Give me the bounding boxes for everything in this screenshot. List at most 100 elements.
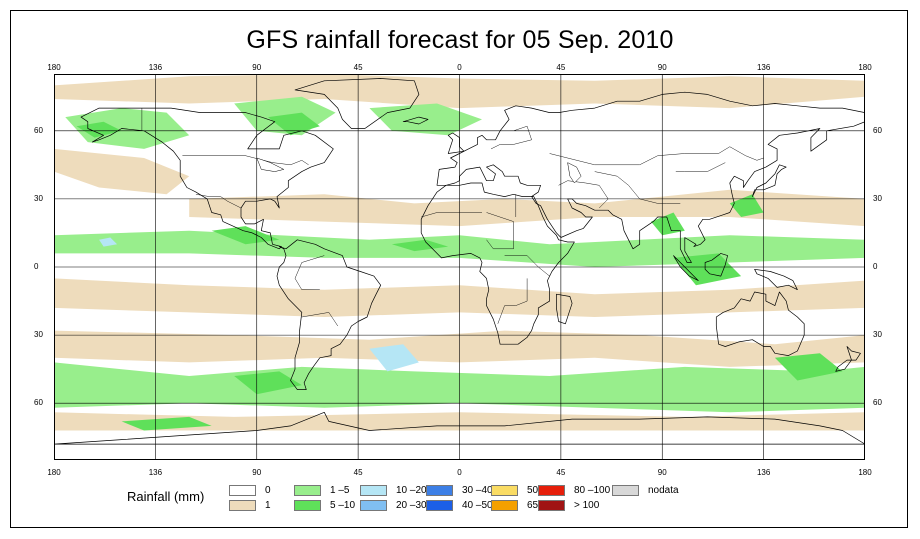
legend-item: 80 –100 bbox=[538, 485, 610, 496]
legend-swatch bbox=[229, 485, 256, 496]
border-4 bbox=[294, 255, 325, 290]
coastlines bbox=[54, 78, 865, 445]
legend-label: 1 –5 bbox=[330, 485, 350, 496]
legend-swatch bbox=[491, 485, 518, 496]
border-2 bbox=[195, 194, 242, 209]
rain-band-14 bbox=[673, 253, 742, 286]
coastline-7 bbox=[447, 132, 465, 154]
rain-band-13 bbox=[729, 194, 764, 217]
lon-tick-bottom-8: 180 bbox=[858, 468, 872, 477]
legend-label: 20 –30 bbox=[396, 500, 427, 511]
lon-tick-bottom-1: 136 bbox=[148, 468, 163, 477]
rain-band-22 bbox=[121, 416, 212, 431]
border-8 bbox=[497, 278, 528, 324]
coastline-4 bbox=[294, 78, 420, 129]
lakes bbox=[256, 157, 582, 184]
lat-lon-grid bbox=[54, 74, 865, 460]
legend-item: 40 –50 bbox=[426, 500, 493, 511]
legend-item: 0 bbox=[229, 485, 271, 496]
lon-tick-top-5: 45 bbox=[556, 63, 566, 72]
legend-swatch bbox=[426, 485, 453, 496]
coastline-0 bbox=[80, 107, 334, 250]
rain-band-9 bbox=[211, 226, 280, 245]
lake-1 bbox=[567, 162, 582, 184]
map-border bbox=[54, 74, 865, 460]
legend-item: 1 –5 bbox=[294, 485, 349, 496]
legend-item: 20 –30 bbox=[360, 500, 427, 511]
border-11 bbox=[549, 146, 764, 166]
rain-band-12 bbox=[651, 212, 685, 236]
legend-item: 1 bbox=[229, 500, 271, 511]
coastline-14 bbox=[556, 293, 573, 325]
legend-item: 30 –40 bbox=[426, 485, 493, 496]
legend-label: 10 –20 bbox=[396, 485, 427, 496]
legend-label: 40 –50 bbox=[462, 500, 493, 511]
lon-tick-top-1: 136 bbox=[148, 63, 163, 72]
lat-tick-left-4: 60 bbox=[34, 398, 43, 408]
border-6 bbox=[486, 212, 514, 250]
rain-band-18 bbox=[234, 371, 302, 395]
legend-label: 1 bbox=[265, 500, 271, 511]
lon-tick-bottom-2: 90 bbox=[252, 468, 262, 477]
legend-label: nodata bbox=[648, 485, 679, 496]
lon-tick-bottom-4: 0 bbox=[457, 468, 462, 477]
legend-label: 80 –100 bbox=[574, 485, 611, 496]
country-borders bbox=[141, 108, 764, 327]
lon-tick-top-8: 180 bbox=[858, 63, 872, 72]
legend-item: nodata bbox=[612, 485, 679, 496]
lon-tick-top-0: 180 bbox=[47, 63, 61, 72]
lat-tick-right-4: 60 bbox=[873, 398, 882, 408]
legend-title: Rainfall (mm) bbox=[127, 489, 205, 504]
coastline-3 bbox=[436, 91, 865, 263]
lat-tick-left-0: 60 bbox=[34, 125, 43, 135]
legend-swatch bbox=[612, 485, 639, 496]
lon-tick-top-3: 45 bbox=[353, 63, 363, 72]
legend-swatch bbox=[360, 485, 387, 496]
border-14 bbox=[675, 162, 726, 172]
coastline-5 bbox=[715, 291, 805, 356]
coastline-15 bbox=[402, 116, 429, 125]
rain-band-10 bbox=[99, 237, 118, 247]
lat-tick-right-3: 30 bbox=[873, 330, 882, 340]
legend-label: 0 bbox=[265, 485, 271, 496]
coastline-13 bbox=[835, 359, 852, 372]
coastline-2 bbox=[420, 182, 575, 345]
legend-swatch bbox=[491, 500, 518, 511]
map-title: GFS rainfall forecast for 05 Sep. 2010 bbox=[246, 26, 674, 54]
lake-0 bbox=[256, 157, 285, 172]
lat-tick-right-2: 0 bbox=[873, 262, 878, 271]
lon-tick-bottom-0: 180 bbox=[47, 468, 61, 477]
coastline-11 bbox=[754, 268, 798, 291]
border-9 bbox=[504, 255, 550, 277]
legend-swatch bbox=[229, 500, 256, 511]
lon-tick-bottom-7: 136 bbox=[756, 468, 771, 477]
lon-tick-bottom-6: 90 bbox=[657, 468, 667, 477]
legend-swatch bbox=[538, 485, 565, 496]
lon-tick-bottom-3: 45 bbox=[353, 468, 363, 477]
rain-band-4 bbox=[268, 112, 320, 136]
legend-swatch bbox=[426, 500, 453, 511]
border-3 bbox=[301, 312, 338, 327]
rain-band-19 bbox=[369, 344, 419, 372]
coastline-6 bbox=[54, 411, 865, 445]
border-0 bbox=[182, 155, 309, 166]
lat-tick-right-0: 60 bbox=[873, 125, 882, 135]
coastline-12 bbox=[846, 346, 861, 361]
coastline-1 bbox=[276, 239, 382, 390]
rain-band-3 bbox=[369, 103, 482, 136]
lon-tick-top-2: 90 bbox=[252, 63, 262, 72]
legend-label: 5 –10 bbox=[330, 500, 356, 511]
figure-frame bbox=[10, 10, 908, 528]
lat-tick-left-2: 0 bbox=[34, 262, 39, 271]
legend-swatch bbox=[294, 485, 321, 496]
lon-tick-top-4: 0 bbox=[457, 63, 462, 72]
legend-item: 5 –10 bbox=[294, 500, 355, 511]
rain-band-11 bbox=[391, 239, 449, 252]
legend-item: > 100 bbox=[538, 500, 599, 511]
lon-tick-bottom-5: 45 bbox=[556, 468, 566, 477]
lat-tick-left-1: 30 bbox=[34, 193, 43, 203]
legend-swatch bbox=[360, 500, 387, 511]
legend-label: > 100 bbox=[574, 500, 600, 511]
lon-tick-top-7: 136 bbox=[756, 63, 771, 72]
legend-swatch bbox=[538, 500, 565, 511]
